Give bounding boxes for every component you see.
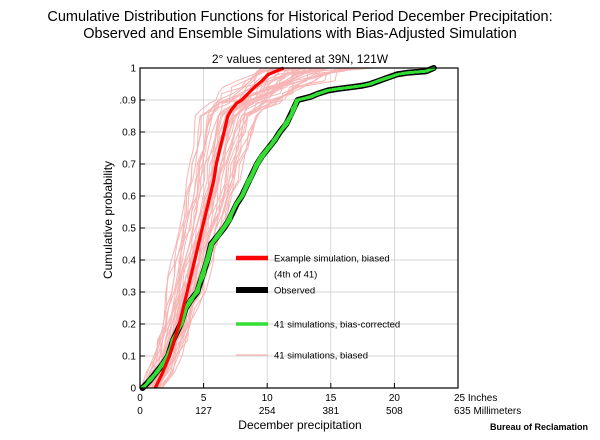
ensemble-biased-line [161,67,353,389]
ensemble-biased-line [140,67,263,389]
x-tick-label-inches: 10 [262,393,274,404]
x-tick-label-mm: 254 [259,406,276,417]
x-tick-label-mm: 381 [322,406,339,417]
chart-subtitle: 2° values centered at 39N, 121W [211,52,389,66]
credit-text: Bureau of Reclamation [489,422,588,432]
y-tick-label: 0.4 [122,256,136,267]
y-tick-label: 0.6 [122,192,136,203]
y-tick-label: 1 [130,64,136,75]
y-tick-label: 0.8 [122,128,136,139]
ensemble-biased-line [148,67,299,389]
chart-title-line-2: Observed and Ensemble Simulations with B… [83,26,517,42]
legend-label: (4th of 41) [274,270,317,281]
x-tick-label-mm: 127 [195,406,212,417]
y-tick-label: 0.2 [122,320,136,331]
x-tick-label-inches: 0 [137,393,143,404]
legend-label: 41 simulations, biased [274,351,368,362]
x-tick-label-mm: 635 Millimeters [454,406,521,417]
x-tick-label-inches: 5 [201,393,207,404]
y-tick-label: 0.5 [122,224,136,235]
x-tick-label-mm: 0 [137,406,143,417]
y-tick-label: 0.1 [122,352,136,363]
x-tick-label-inches: 25 Inches [454,393,497,404]
ensemble-biased-line [140,67,276,389]
y-tick-label: 0.7 [122,160,136,171]
ensemble-biased-line [147,67,328,389]
ensemble-biased-line [148,67,359,389]
chart-title-line-1: Cumulative Distribution Functions for Hi… [47,9,553,25]
legend-label: Example simulation, biased [274,254,390,265]
legend: Example simulation, biased (4th of 41) Obs… [236,254,400,362]
y-tick-label: .0.9 [119,96,136,107]
ensemble-biased-line [159,67,319,389]
ensemble-bias-corrected-group [140,66,436,390]
ensemble-biased-line [146,67,298,389]
y-tick-label: 0.3 [122,288,136,299]
legend-label: 41 simulations, bias-corrected [274,320,400,331]
x-tick-label-mm: 508 [386,406,403,417]
example-simulation-line [153,66,285,389]
x-tick-label-inches: 15 [325,393,337,404]
legend-label: Observed [274,286,315,297]
x-axis-label: December precipitation [238,418,362,432]
x-tick-label-inches: 20 [389,393,401,404]
ensemble-bias-corrected-line [141,66,435,389]
y-tick-label: 0 [130,384,136,395]
